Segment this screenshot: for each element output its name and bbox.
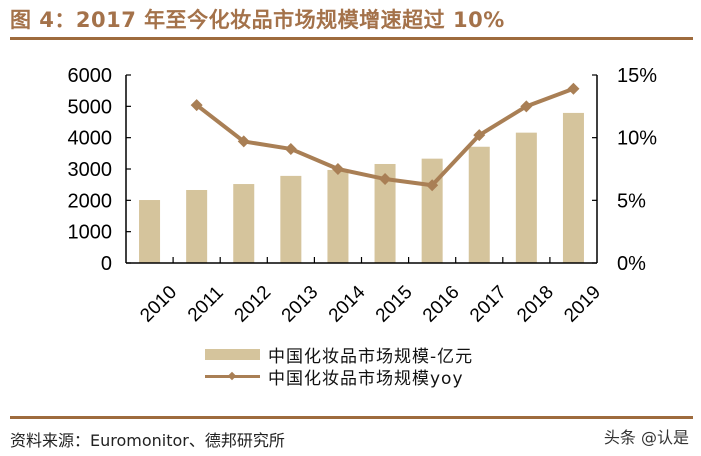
bar (468, 146, 490, 263)
diamond-marker-icon (473, 129, 486, 142)
x-tick-label: 2017 (466, 282, 511, 327)
chart-legend: 中国化妆品市场规模-亿元 中国化妆品市场规模yoy (205, 343, 474, 389)
diamond-marker-icon (567, 82, 580, 95)
bar (374, 163, 396, 263)
legend-label-bar: 中国化妆品市场规模-亿元 (268, 346, 474, 367)
bar (562, 112, 584, 263)
diamond-marker-icon (284, 142, 297, 155)
diamond-marker-icon (426, 179, 439, 192)
x-tick-label: 2013 (278, 282, 323, 327)
y-tick-label: 6000 (68, 65, 113, 87)
y2-tick-label: 0% (617, 253, 646, 275)
source-note: 资料来源：Euromonitor、德邦研究所 (10, 431, 285, 450)
x-tick-label: 2019 (560, 282, 605, 327)
chart-title: 图 4：2017 年至今化妆品市场规模增速超过 10% (10, 8, 505, 32)
x-tick-label: 2016 (419, 282, 464, 327)
legend-item-line: 中国化妆品市场规模yoy (205, 365, 473, 389)
bar (233, 184, 255, 263)
x-tick-label: 2011 (184, 282, 228, 326)
x-tick-label: 2018 (513, 282, 558, 327)
y-tick-label: 3000 (68, 159, 113, 181)
diamond-marker-icon (520, 100, 533, 113)
x-tick-label: 2012 (231, 282, 276, 327)
bar (327, 169, 349, 263)
x-tick-label: 2014 (325, 282, 370, 327)
diamond-marker-icon (190, 99, 203, 112)
legend-label-line: 中国化妆品市场规模yoy (268, 368, 464, 389)
y-tick-label: 4000 (68, 128, 113, 150)
y2-tick-label: 10% (617, 128, 657, 150)
bar (280, 175, 302, 263)
diamond-marker-icon (237, 135, 250, 148)
bar (421, 158, 443, 263)
diamond-marker-icon (379, 173, 392, 186)
x-tick-label: 2015 (372, 282, 417, 327)
bottom-divider (10, 416, 693, 419)
top-divider (10, 37, 693, 40)
bar (139, 200, 161, 263)
watermark: 头条 @认是 (603, 428, 689, 447)
bar (186, 189, 208, 263)
diamond-marker-icon (331, 163, 344, 175)
bar-swatch-icon (205, 348, 260, 360)
x-tick-label: 2010 (136, 282, 181, 327)
y-tick-label: 2000 (68, 190, 113, 212)
bar (515, 132, 537, 263)
line-diamond-swatch-icon (205, 371, 260, 382)
y-tick-label: 1000 (68, 222, 113, 244)
legend-item-bar: 中国化妆品市场规模-亿元 (205, 343, 474, 367)
y2-tick-label: 5% (617, 190, 646, 212)
y-tick-label: 5000 (68, 96, 113, 118)
y2-tick-label: 15% (617, 65, 657, 87)
y-tick-label: 0 (101, 253, 112, 275)
